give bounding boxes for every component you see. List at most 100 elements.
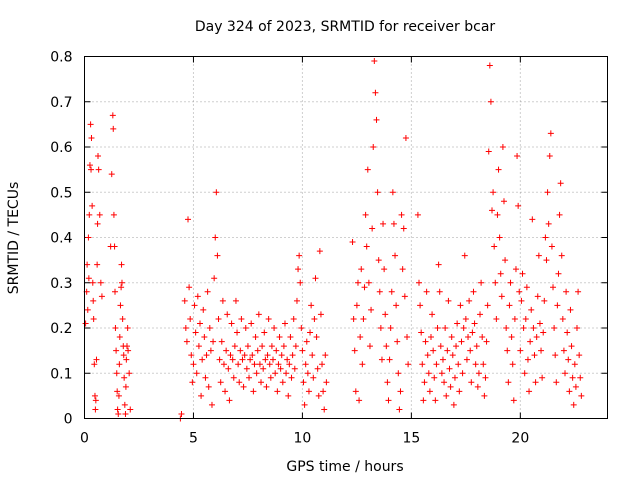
data-point-395 (578, 392, 585, 399)
data-point-99 (222, 388, 229, 395)
data-point-251 (421, 379, 428, 386)
data-point-343 (521, 370, 528, 377)
data-point-159 (287, 334, 294, 341)
data-point-222 (381, 266, 388, 273)
data-point-262 (433, 361, 440, 368)
data-point-345 (523, 284, 530, 291)
data-point-154 (281, 320, 288, 327)
data-point-112 (236, 379, 243, 386)
data-point-346 (524, 356, 531, 363)
data-point-238 (398, 211, 405, 218)
data-point-378 (559, 315, 566, 322)
data-point-379 (560, 347, 567, 354)
data-point-141 (267, 374, 274, 381)
data-point-317 (493, 315, 500, 322)
data-point-10 (88, 134, 95, 141)
data-point-301 (475, 370, 482, 377)
data-point-304 (479, 334, 486, 341)
data-point-303 (478, 279, 485, 286)
data-point-55 (123, 343, 130, 350)
data-point-377 (558, 252, 565, 259)
data-point-370 (551, 325, 558, 331)
data-point-13 (90, 297, 97, 304)
data-point-333 (510, 397, 517, 404)
data-point-339 (517, 347, 524, 354)
data-point-69 (189, 379, 196, 386)
data-point-340 (518, 297, 525, 304)
data-point-368 (548, 243, 555, 250)
data-point-316 (492, 279, 499, 286)
data-point-350 (529, 216, 536, 223)
data-point-224 (383, 343, 390, 350)
y-axis-label: SRMTID / TECUs (6, 182, 22, 295)
data-point-361 (541, 297, 548, 304)
x-tick-label-0: 0 (80, 431, 89, 447)
data-point-39 (115, 410, 122, 417)
data-point-151 (278, 352, 285, 359)
data-point-216 (374, 189, 381, 196)
data-point-283 (456, 388, 463, 395)
data-point-191 (322, 352, 329, 359)
data-point-347 (526, 388, 533, 395)
x-tick-label-4: 20 (511, 431, 529, 447)
data-point-146 (273, 347, 280, 354)
x-tick-label-1: 5 (189, 431, 198, 447)
data-point-128 (253, 370, 260, 377)
data-point-385 (567, 306, 574, 313)
data-point-52 (122, 410, 129, 417)
data-point-121 (246, 374, 253, 381)
data-point-215 (373, 116, 380, 123)
data-point-102 (225, 365, 232, 372)
y-tick-label-5: 0.5 (50, 185, 72, 201)
data-point-202 (359, 361, 366, 368)
data-point-384 (566, 388, 573, 395)
data-point-309 (484, 302, 491, 309)
data-point-109 (232, 297, 239, 304)
data-point-53 (122, 383, 129, 390)
data-point-258 (429, 311, 436, 318)
data-point-115 (239, 356, 246, 363)
data-point-31 (110, 211, 117, 218)
data-point-123 (248, 320, 255, 327)
data-point-95 (217, 379, 224, 386)
data-point-15 (91, 361, 98, 368)
data-point-325 (502, 257, 509, 264)
data-point-34 (112, 325, 119, 331)
data-point-11 (89, 202, 96, 209)
data-point-180 (310, 374, 317, 381)
chart-title: Day 324 of 2023, SRMTID for receiver bca… (195, 19, 496, 35)
data-point-175 (304, 370, 311, 377)
data-point-82 (203, 352, 210, 359)
data-point-104 (227, 352, 234, 359)
data-point-354 (533, 334, 540, 341)
data-point-42 (116, 334, 123, 341)
data-point-145 (272, 370, 279, 377)
data-point-173 (302, 361, 309, 368)
data-point-199 (356, 397, 363, 404)
data-point-114 (238, 315, 245, 322)
data-point-363 (543, 257, 550, 264)
data-point-20 (94, 261, 101, 268)
data-point-210 (368, 306, 375, 313)
data-point-294 (468, 379, 475, 386)
data-point-365 (545, 220, 552, 227)
data-point-12 (89, 279, 96, 286)
data-point-17 (92, 406, 99, 413)
x-axis-ticks: 0 5 10 15 20 (80, 56, 529, 447)
data-point-344 (522, 315, 529, 322)
data-point-226 (385, 397, 392, 404)
data-point-127 (252, 334, 259, 341)
data-point-386 (568, 343, 575, 350)
data-point-291 (465, 334, 472, 341)
data-point-358 (538, 347, 545, 354)
data-point-54 (123, 356, 130, 363)
data-point-124 (249, 352, 256, 359)
data-point-369 (550, 284, 557, 291)
data-point-38 (114, 406, 121, 413)
data-point-355 (534, 293, 541, 300)
data-point-35 (113, 347, 120, 354)
data-point-374 (555, 270, 562, 277)
data-point-372 (553, 379, 560, 386)
data-point-90 (212, 234, 219, 241)
data-point-357 (536, 320, 543, 327)
